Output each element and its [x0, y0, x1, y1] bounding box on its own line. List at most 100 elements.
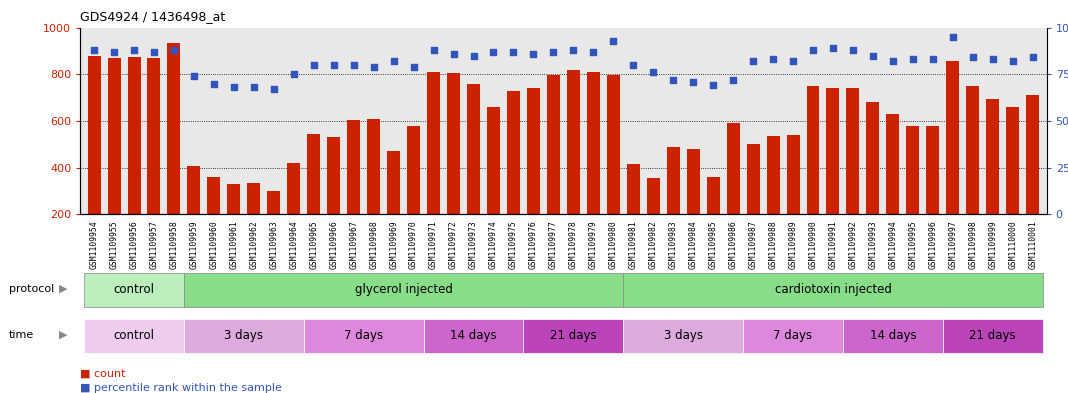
Bar	[527, 88, 540, 261]
Point	[944, 34, 961, 40]
Text: 7 days: 7 days	[344, 329, 383, 342]
Point	[905, 56, 922, 62]
Point	[864, 52, 881, 59]
Text: glycerol injected: glycerol injected	[355, 283, 453, 296]
Bar	[707, 177, 720, 261]
Point	[645, 69, 662, 75]
Point	[386, 58, 403, 64]
Bar	[88, 55, 100, 261]
Point	[265, 86, 282, 92]
Point	[166, 47, 183, 53]
Text: cardiotoxin injected: cardiotoxin injected	[774, 283, 892, 296]
Bar	[184, 273, 624, 307]
Point	[804, 47, 821, 53]
Point	[145, 49, 162, 55]
Point	[685, 79, 702, 85]
Bar	[507, 90, 520, 261]
Text: ▶: ▶	[59, 284, 67, 294]
Point	[465, 52, 482, 59]
Bar	[108, 58, 121, 261]
Point	[246, 84, 263, 90]
Bar	[207, 177, 220, 261]
Point	[285, 71, 302, 77]
Point	[924, 56, 941, 62]
Point	[505, 49, 522, 55]
Bar	[986, 99, 1000, 261]
Point	[345, 62, 362, 68]
Text: 14 days: 14 days	[451, 329, 497, 342]
Bar	[427, 72, 440, 261]
Bar	[786, 135, 800, 261]
Bar	[424, 319, 523, 353]
Text: time: time	[9, 330, 34, 340]
Text: 21 days: 21 days	[550, 329, 597, 342]
Text: 3 days: 3 days	[663, 329, 703, 342]
Text: ■ percentile rank within the sample: ■ percentile rank within the sample	[80, 383, 282, 393]
Bar	[624, 273, 1042, 307]
Point	[1004, 58, 1021, 64]
Bar	[467, 84, 480, 261]
Bar	[447, 73, 460, 261]
Bar	[687, 149, 700, 261]
Bar	[843, 319, 943, 353]
Bar	[886, 114, 899, 261]
Bar	[327, 137, 341, 261]
Point	[765, 56, 782, 62]
Bar	[907, 125, 920, 261]
Bar	[267, 191, 280, 261]
Text: 21 days: 21 days	[970, 329, 1016, 342]
Point	[445, 50, 462, 57]
Text: GDS4924 / 1436498_at: GDS4924 / 1436498_at	[80, 10, 225, 23]
Point	[724, 77, 741, 83]
Point	[485, 49, 502, 55]
Point	[964, 54, 981, 61]
Text: protocol: protocol	[9, 284, 53, 294]
Text: ▶: ▶	[59, 330, 67, 340]
Bar	[586, 72, 600, 261]
Point	[365, 64, 382, 70]
Point	[125, 47, 142, 53]
Bar	[647, 178, 660, 261]
Text: control: control	[113, 283, 155, 296]
Text: control: control	[113, 329, 155, 342]
Bar	[847, 88, 860, 261]
Bar	[147, 58, 160, 261]
Point	[604, 37, 622, 44]
Point	[325, 62, 342, 68]
Text: 3 days: 3 days	[224, 329, 264, 342]
Bar	[303, 319, 424, 353]
Text: ■ count: ■ count	[80, 369, 126, 378]
Bar	[743, 319, 843, 353]
Bar	[946, 61, 959, 261]
Bar	[827, 88, 839, 261]
Bar	[866, 102, 879, 261]
Point	[106, 49, 123, 55]
Point	[425, 47, 442, 53]
Bar	[127, 57, 141, 261]
Point	[305, 62, 323, 68]
Bar	[926, 125, 939, 261]
Point	[405, 64, 422, 70]
Point	[985, 56, 1002, 62]
Bar	[806, 86, 819, 261]
Bar	[367, 119, 380, 261]
Point	[625, 62, 642, 68]
Bar	[84, 273, 184, 307]
Point	[744, 58, 761, 64]
Point	[664, 77, 681, 83]
Bar	[84, 319, 184, 353]
Bar	[943, 319, 1042, 353]
Bar	[487, 107, 500, 261]
Bar	[747, 144, 759, 261]
Bar	[767, 136, 780, 261]
Point	[845, 47, 862, 53]
Bar	[287, 163, 300, 261]
Bar	[726, 123, 740, 261]
Point	[85, 47, 103, 53]
Point	[585, 49, 602, 55]
Bar	[547, 75, 560, 261]
Point	[205, 81, 222, 87]
Point	[824, 45, 842, 51]
Bar	[387, 151, 400, 261]
Bar	[168, 43, 180, 261]
